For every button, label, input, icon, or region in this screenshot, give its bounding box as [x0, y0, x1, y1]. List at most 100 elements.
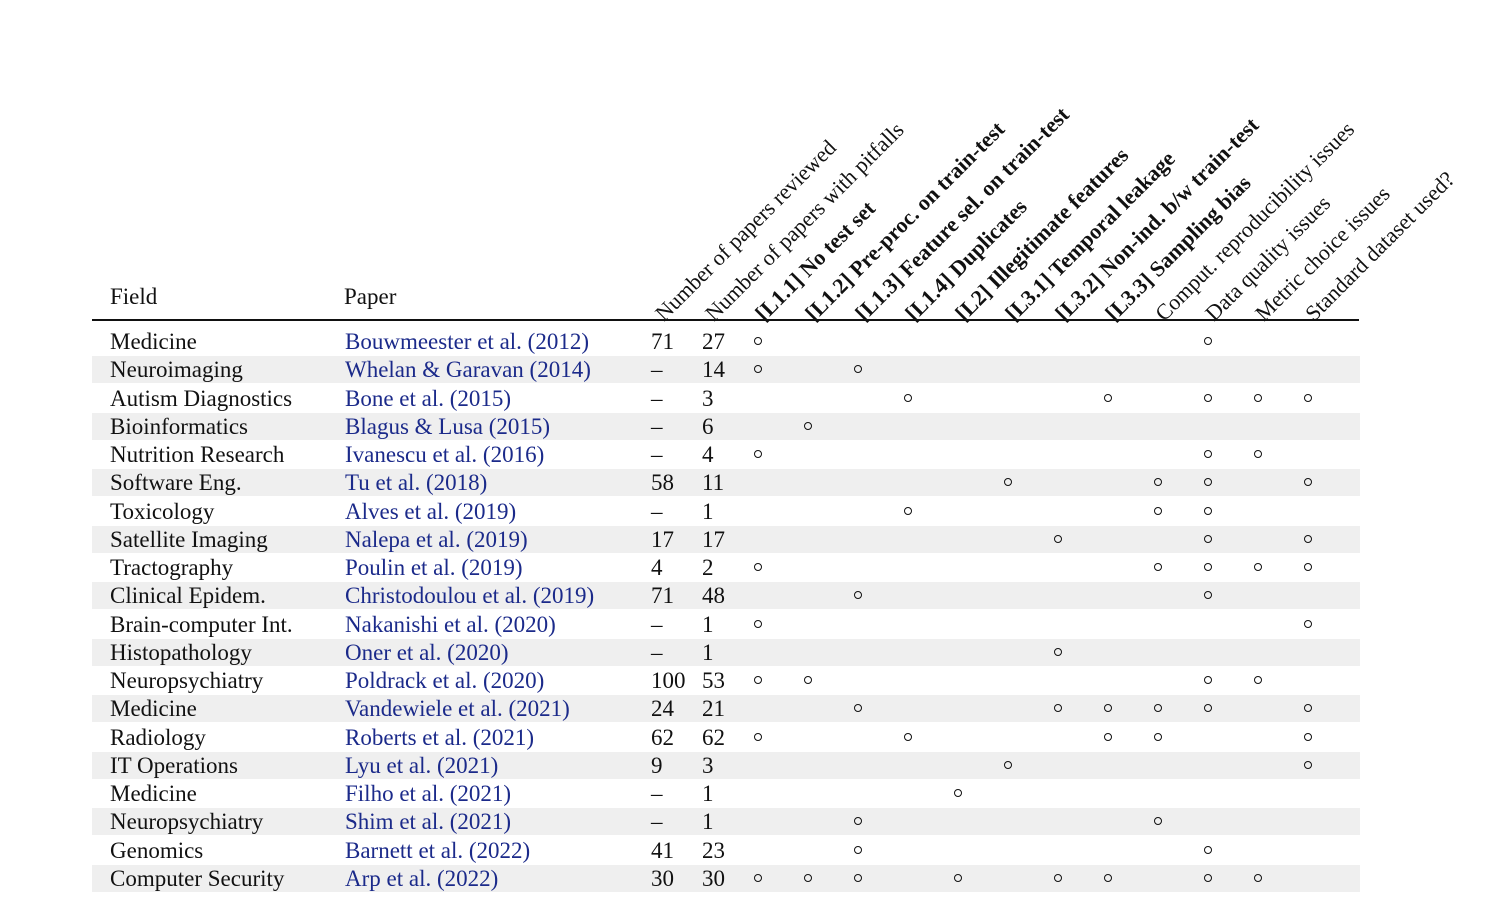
table-row: Toxicology Alves et al. (2019) – 1 [92, 498, 1360, 525]
paper-link[interactable]: Oner et al. (2020) [345, 639, 509, 665]
reviewed-count: 58 [651, 470, 674, 496]
table-row: Clinical Epidem. Christodoulou et al. (20… [92, 582, 1360, 610]
pitfall-circle-icon [1304, 619, 1312, 628]
reviewed-count: 62 [651, 724, 674, 750]
field-cell: Histopathology [110, 639, 252, 665]
reviewed-count: – [651, 385, 663, 411]
table-row: Medicine Vandewiele et al. (2021) 24 21 [92, 695, 1360, 723]
pitfall-circle-icon [904, 732, 912, 741]
field-cell: Tractography [110, 555, 234, 580]
pitfall-circle-icon [804, 873, 812, 882]
pitfall-circle-icon [1304, 732, 1312, 741]
pitfall-circle-icon [1054, 647, 1062, 656]
field-cell: Radiology [110, 724, 206, 750]
pitfall-circle-icon [754, 563, 762, 571]
paper-link[interactable]: Whelan & Garavan (2014) [345, 357, 591, 383]
field-cell: Neuropsychiatry [110, 809, 264, 835]
table-row: Neuropsychiatry Poldrack et al. (2020) 100… [92, 667, 1360, 694]
paper-link[interactable]: Roberts et al. (2021) [345, 724, 535, 750]
reviewed-count: 100 [651, 668, 686, 693]
reviewed-count: – [651, 442, 663, 467]
reviewed-count: 9 [651, 752, 663, 778]
table-row: Medicine Filho et al. (2021) – 1 [92, 780, 1360, 807]
pitfall-circle-icon [1204, 563, 1212, 571]
paper-link[interactable]: Christodoulou et al. (2019) [345, 583, 595, 609]
pitfall-circle-icon [854, 845, 862, 854]
table-row: Nutrition Research Ivanescu et al. (2016)… [92, 441, 1360, 468]
field-cell: Computer Security [110, 865, 285, 891]
paper-link[interactable]: Filho et al. (2021) [345, 781, 512, 806]
reviewed-count: 71 [651, 329, 674, 354]
pitfall-circle-icon [904, 506, 912, 515]
pitfall-circle-icon [1154, 506, 1162, 515]
pitfall-circle-icon [1304, 704, 1312, 713]
table-row: Histopathology Oner et al. (2020) – 1 [92, 638, 1360, 666]
pitfall-circle-icon [1204, 450, 1212, 458]
pitfalls-count: 1 [702, 809, 714, 835]
paper-link[interactable]: Tu et al. (2018) [345, 470, 488, 496]
paper-link[interactable]: Poldrack et al. (2020) [345, 668, 545, 693]
pitfall-circle-icon [1054, 873, 1062, 882]
paper-link[interactable]: Nalepa et al. (2019) [345, 526, 528, 552]
paper-link[interactable]: Shim et al. (2021) [345, 809, 512, 835]
pitfall-circle-icon [954, 789, 962, 797]
pitfall-circle-icon [1204, 591, 1212, 600]
pitfall-circle-icon [804, 421, 812, 430]
pitfalls-count: 1 [702, 781, 714, 806]
pitfall-circle-icon [854, 591, 862, 600]
pitfall-circle-icon [1004, 760, 1012, 769]
paper-link[interactable]: Blagus & Lusa (2015) [345, 413, 551, 439]
paper-link[interactable]: Alves et al. (2019) [345, 498, 517, 524]
pitfall-circle-icon [754, 337, 762, 345]
header-field: Field [110, 284, 158, 309]
paper-link[interactable]: Ivanescu et al. (2016) [345, 442, 545, 467]
paper-link[interactable]: Poulin et al. (2019) [345, 555, 523, 580]
pitfall-circle-icon [1304, 563, 1312, 571]
paper-link[interactable]: Vandewiele et al. (2021) [345, 696, 570, 722]
field-cell: Genomics [110, 837, 204, 863]
table-row: Computer Security Arp et al. (2022) 30 30 [92, 864, 1360, 892]
field-cell: IT Operations [110, 752, 238, 778]
pitfall-circle-icon [854, 365, 862, 374]
pitfall-circle-icon [1054, 534, 1062, 543]
pitfall-circle-icon [1204, 676, 1212, 684]
paper-link[interactable]: Barnett et al. (2022) [345, 837, 531, 863]
field-cell: Autism Diagnostics [110, 385, 293, 411]
header-rule [92, 319, 1359, 321]
pitfall-circle-icon [1154, 817, 1162, 826]
pitfalls-count: 14 [702, 357, 725, 383]
pitfall-circle-icon [1254, 393, 1262, 402]
pitfall-circle-icon [1204, 534, 1212, 543]
table-row: Satellite Imaging Nalepa et al. (2019) 17 1… [92, 525, 1360, 553]
table-row: Autism Diagnostics Bone et al. (2015) – 3 [92, 385, 1360, 412]
pitfalls-count: 23 [702, 837, 725, 863]
pitfall-circle-icon [1154, 704, 1162, 713]
field-cell: Bioinformatics [110, 413, 248, 439]
pitfall-circle-icon [1004, 478, 1012, 487]
reviewed-count: 24 [651, 696, 674, 722]
pitfall-circle-icon [954, 873, 962, 882]
pitfalls-count: 62 [702, 724, 725, 750]
reviewed-count: – [651, 611, 663, 637]
pitfall-circle-icon [1104, 704, 1112, 713]
reviewed-count: – [651, 498, 663, 524]
pitfall-circle-icon [904, 393, 912, 402]
reviewed-count: – [651, 639, 663, 665]
pitfall-circle-icon [1254, 563, 1262, 571]
paper-link[interactable]: Arp et al. (2022) [345, 865, 499, 891]
pitfalls-count: 6 [702, 413, 714, 439]
paper-link[interactable]: Nakanishi et al. (2020) [345, 611, 556, 637]
paper-link[interactable]: Bone et al. (2015) [345, 385, 512, 411]
pitfall-circle-icon [1054, 704, 1062, 713]
pitfall-circle-icon [1204, 393, 1212, 402]
pitfall-circle-icon [754, 732, 762, 741]
pitfalls-count: 17 [702, 526, 725, 552]
paper-link[interactable]: Lyu et al. (2021) [345, 752, 499, 778]
paper-link[interactable]: Bouwmeester et al. (2012) [345, 329, 589, 354]
pitfalls-count: 21 [702, 696, 725, 722]
pitfalls-count: 1 [702, 498, 714, 524]
field-cell: Nutrition Research [110, 442, 285, 467]
field-cell: Neuropsychiatry [110, 668, 264, 693]
pitfall-circle-icon [854, 873, 862, 882]
pitfall-circle-icon [754, 619, 762, 628]
